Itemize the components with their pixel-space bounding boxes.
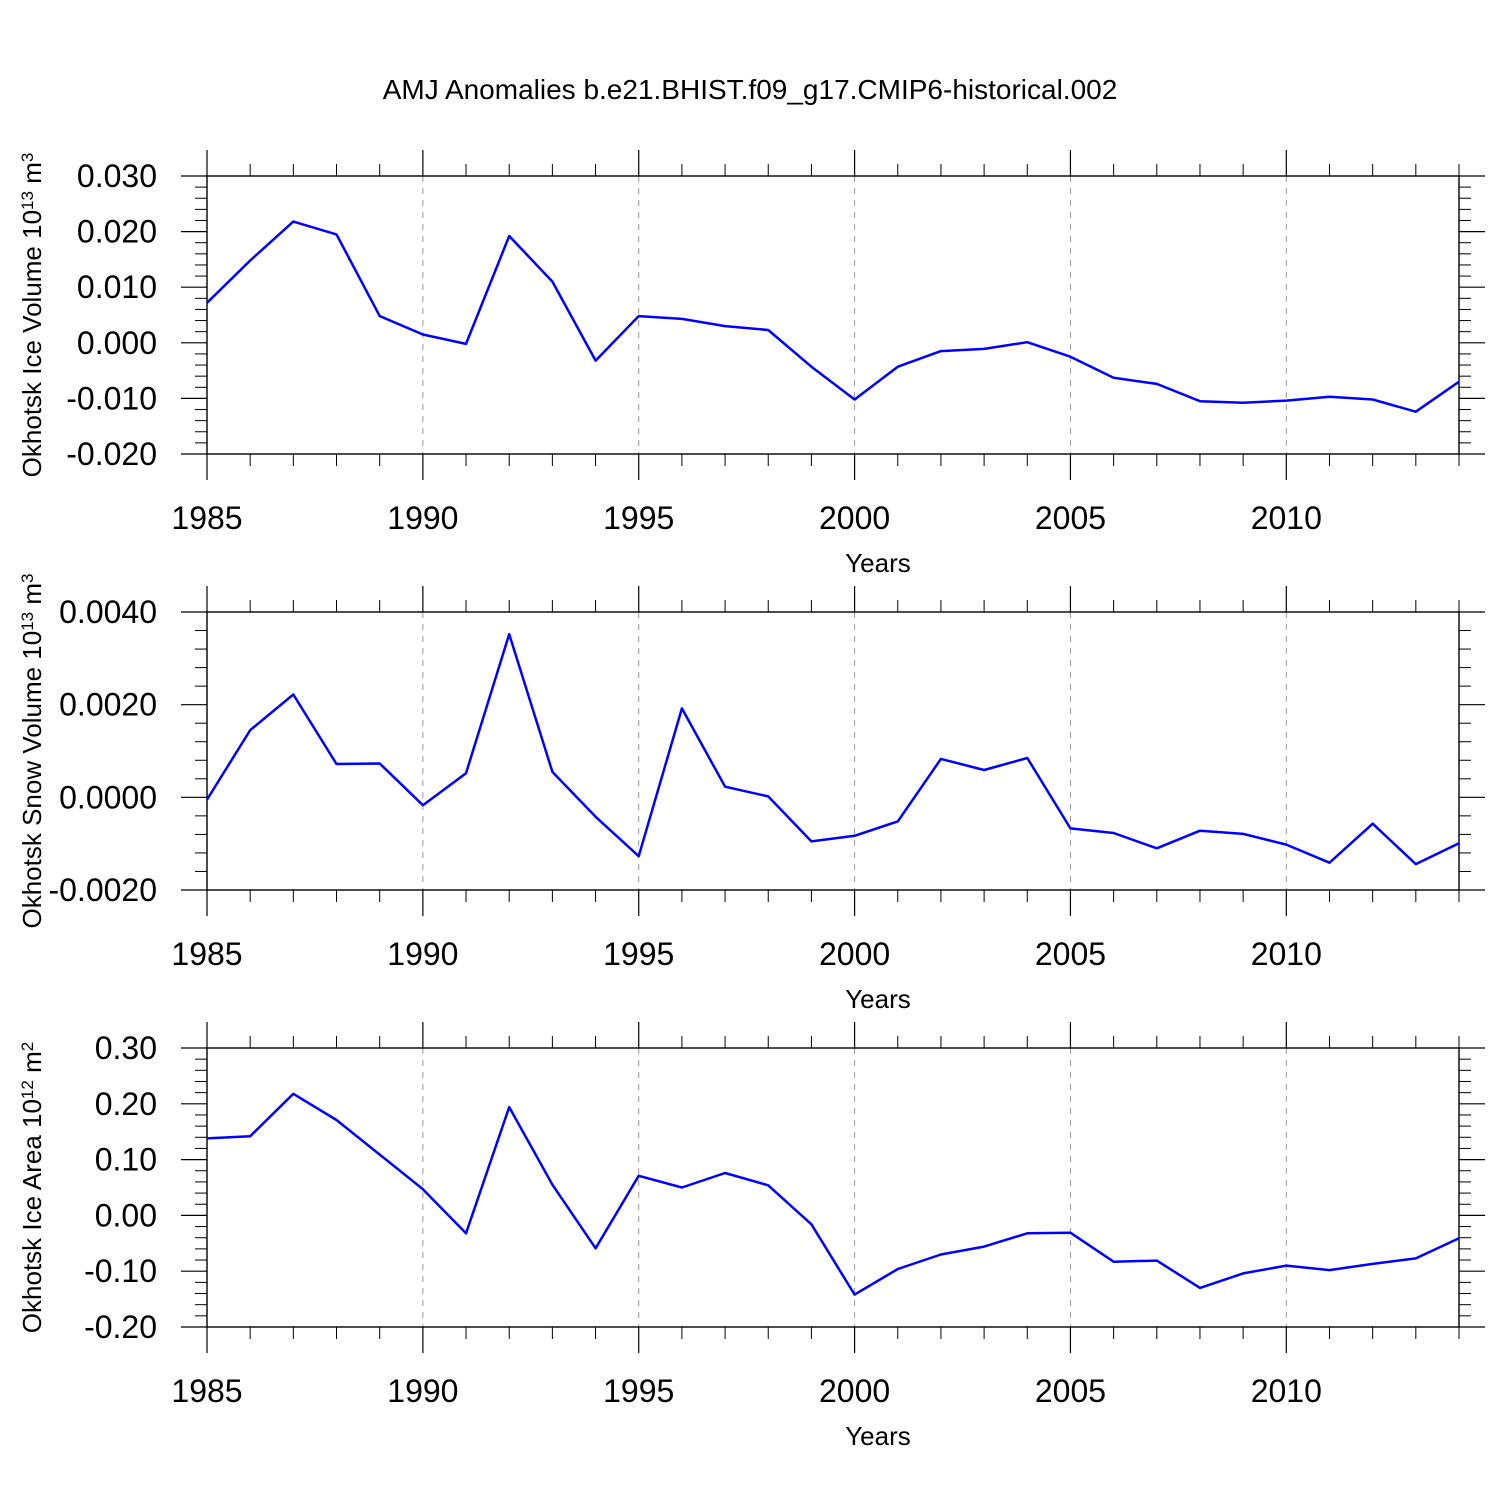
y-tick-label: 0.0040 xyxy=(59,594,157,630)
y-tick-label: 0.00 xyxy=(95,1197,157,1233)
panel-3: 1985 1990 1995 2000 2005 2010 -0.20 -0.10 0.00 0.… xyxy=(17,1022,1485,1451)
x-tick-label: 1985 xyxy=(171,936,242,972)
y-axis-title-text: Okhotsk Snow Volume 10 xyxy=(17,631,47,929)
x-tick-label: 2010 xyxy=(1251,936,1322,972)
x-tick-label: 2010 xyxy=(1251,1373,1322,1409)
plot-frame xyxy=(206,175,1460,455)
y-axis-title: Okhotsk Snow Volume 1013 m3 xyxy=(17,574,47,929)
x-tick-label: 1995 xyxy=(603,1373,674,1409)
x-tick-label: 2005 xyxy=(1035,500,1106,536)
y-axis-title-superscript: 2 xyxy=(18,1042,37,1051)
panel-1: 1985 1990 1995 2000 2005 2010 -0.020 -0.010 0.00… xyxy=(17,150,1485,578)
x-tick-label: 2010 xyxy=(1251,500,1322,536)
y-axis-title-superscript: 3 xyxy=(18,153,37,162)
plot-frame xyxy=(206,611,1460,891)
y-tick-label: 0.10 xyxy=(95,1142,157,1178)
series-line xyxy=(205,632,1460,866)
x-tick-label: 2000 xyxy=(819,500,890,536)
figure-title: AMJ Anomalies b.e21.BHIST.f09_g17.CMIP6-… xyxy=(383,74,1118,105)
panel-2: 1985 1990 1995 2000 2005 2010 -0.0020 0.0000 0.0… xyxy=(17,574,1485,1014)
y-tick-label: -0.10 xyxy=(84,1253,157,1289)
y-axis-title-text: Okhotsk Ice Area 10 xyxy=(17,1099,47,1333)
y-tick-label: 0.020 xyxy=(77,214,157,250)
series-line xyxy=(206,220,1460,413)
x-tick-label: 2000 xyxy=(819,936,890,972)
y-tick-label: -0.0020 xyxy=(48,872,157,908)
y-axis-title-text: Okhotsk Ice Volume 10 xyxy=(17,210,47,477)
y-axis-title-superscript: 13 xyxy=(18,191,37,210)
x-tick-label: 1990 xyxy=(387,500,458,536)
y-tick-label: 0.010 xyxy=(77,269,157,305)
x-tick-label: 1985 xyxy=(171,500,242,536)
x-axis-title: Years xyxy=(845,984,911,1014)
y-tick-label: 0.000 xyxy=(77,325,157,361)
x-tick-label: 1995 xyxy=(603,500,674,536)
y-tick-label: 0.0020 xyxy=(59,687,157,723)
x-tick-label: 1985 xyxy=(171,1373,242,1409)
x-tick-label: 1990 xyxy=(387,1373,458,1409)
y-tick-label: 0.30 xyxy=(95,1030,157,1066)
x-axis-title: Years xyxy=(845,548,911,578)
plot-frame xyxy=(206,1047,1460,1328)
y-axis-title-text: m xyxy=(17,162,47,191)
x-tick-label: 1995 xyxy=(603,936,674,972)
y-tick-label: -0.020 xyxy=(66,436,157,472)
x-axis-title: Years xyxy=(845,1421,911,1451)
y-axis-title: Okhotsk Ice Area 1012 m2 xyxy=(17,1042,47,1333)
y-tick-label: 0.030 xyxy=(77,158,157,194)
y-tick-label: -0.20 xyxy=(84,1309,157,1345)
y-axis-title: Okhotsk Ice Volume 1013 m3 xyxy=(17,153,47,478)
y-tick-label: 0.0000 xyxy=(59,779,157,815)
x-tick-label: 1990 xyxy=(387,936,458,972)
x-tick-label: 2005 xyxy=(1035,936,1106,972)
y-axis-title-superscript: 13 xyxy=(18,612,37,631)
y-axis-title-superscript: 12 xyxy=(18,1080,37,1099)
y-tick-label: -0.010 xyxy=(66,380,157,416)
y-axis-title-text: m xyxy=(17,583,47,612)
x-tick-label: 2000 xyxy=(819,1373,890,1409)
y-axis-title-text: m xyxy=(17,1051,47,1080)
series-line xyxy=(206,1092,1460,1296)
y-tick-label: 0.20 xyxy=(95,1086,157,1122)
panels: 1985 1990 1995 2000 2005 2010 -0.020 -0.010 0.00… xyxy=(17,150,1485,1451)
y-axis-title-superscript: 3 xyxy=(18,574,37,583)
x-tick-label: 2005 xyxy=(1035,1373,1106,1409)
